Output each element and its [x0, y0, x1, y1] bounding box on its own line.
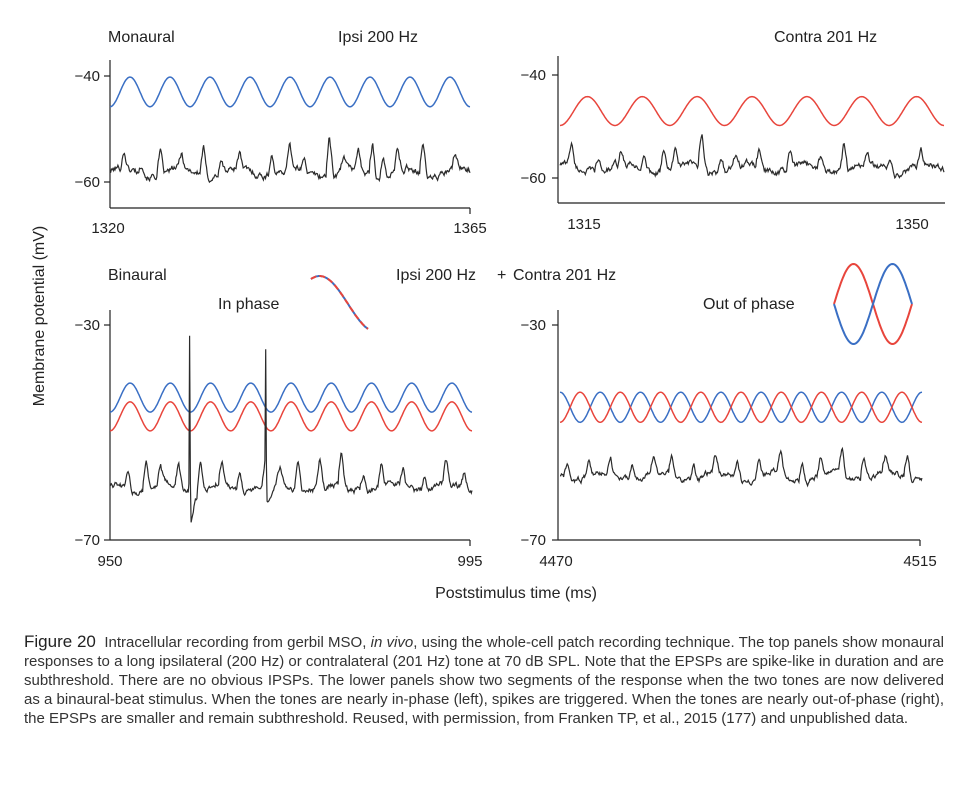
label-in-phase: In phase	[218, 296, 279, 313]
y-axis-label: Membrane potential (mV)	[31, 226, 48, 407]
x-tick-bottom-right-1: 4470	[539, 553, 572, 570]
y-tick-top-right-2: −60	[521, 170, 546, 187]
y-tick-bottom-left-2: −70	[75, 532, 100, 549]
caption-text-1: Intracellular recording from gerbil MSO,	[104, 634, 371, 651]
contra-trace-top-right	[559, 95, 945, 127]
label-monaural: Monaural	[108, 29, 175, 46]
figure-caption: Figure 20 Intracellular recording from g…	[24, 632, 944, 728]
label-contra-binaural: Contra 201 Hz	[513, 267, 616, 284]
panel-bottom-left: −30 −70 950 995	[75, 310, 483, 570]
ipsi-trace-bottom-left	[109, 382, 473, 413]
caption-text-2: , using the whole-cell patch recording t…	[24, 634, 944, 727]
y-tick-top-left-1: −40	[75, 68, 100, 85]
ipsi-trace-top-left	[109, 76, 471, 108]
y-tick-bottom-right-1: −30	[521, 317, 546, 334]
x-axis-label: Poststimulus time (ms)	[435, 585, 597, 602]
contra-trace-bottom-left	[109, 401, 473, 432]
label-out-of-phase: Out of phase	[703, 296, 795, 313]
figure-number: Figure 20	[24, 632, 96, 651]
y-tick-top-right-1: −40	[521, 67, 546, 84]
response-trace-top-left	[109, 137, 471, 184]
ipsi-trace-bottom-right	[559, 391, 923, 424]
panel-bottom-right: −30 −70 4470 4515	[521, 310, 937, 570]
label-binaural: Binaural	[108, 267, 167, 284]
figure-graphic: Monaural Ipsi 200 Hz −40 −60 1320 1365 C…	[31, 29, 945, 602]
x-tick-top-right-1: 1315	[567, 216, 600, 233]
x-tick-top-right-2: 1350	[895, 216, 928, 233]
x-tick-bottom-right-2: 4515	[903, 553, 936, 570]
response-trace-bottom-right	[559, 446, 923, 488]
panel-top-left: Monaural Ipsi 200 Hz −40 −60 1320 1365	[75, 29, 487, 237]
x-tick-top-left-1: 1320	[91, 220, 124, 237]
x-tick-bottom-left-2: 995	[457, 553, 482, 570]
response-trace-bottom-left	[109, 335, 473, 523]
in-phase-icon-ipsi	[310, 275, 369, 330]
response-trace-top-right	[559, 134, 945, 180]
x-tick-top-left-2: 1365	[453, 220, 486, 237]
y-tick-bottom-right-2: −70	[521, 532, 546, 549]
label-ipsi-top: Ipsi 200 Hz	[338, 29, 418, 46]
panel-top-right: Contra 201 Hz −40 −60 1315 1350	[521, 29, 945, 233]
label-contra-top: Contra 201 Hz	[774, 29, 877, 46]
x-tick-bottom-left-1: 950	[97, 553, 122, 570]
y-tick-bottom-left-1: −30	[75, 317, 100, 334]
contra-trace-bottom-right	[559, 391, 923, 424]
label-plus: +	[497, 267, 506, 284]
caption-italic: in vivo	[370, 634, 414, 651]
in-phase-icon-contra	[310, 275, 369, 330]
out-of-phase-icon-contra	[833, 262, 913, 346]
y-tick-top-left-2: −60	[75, 174, 100, 191]
label-ipsi-binaural: Ipsi 200 Hz	[396, 267, 476, 284]
